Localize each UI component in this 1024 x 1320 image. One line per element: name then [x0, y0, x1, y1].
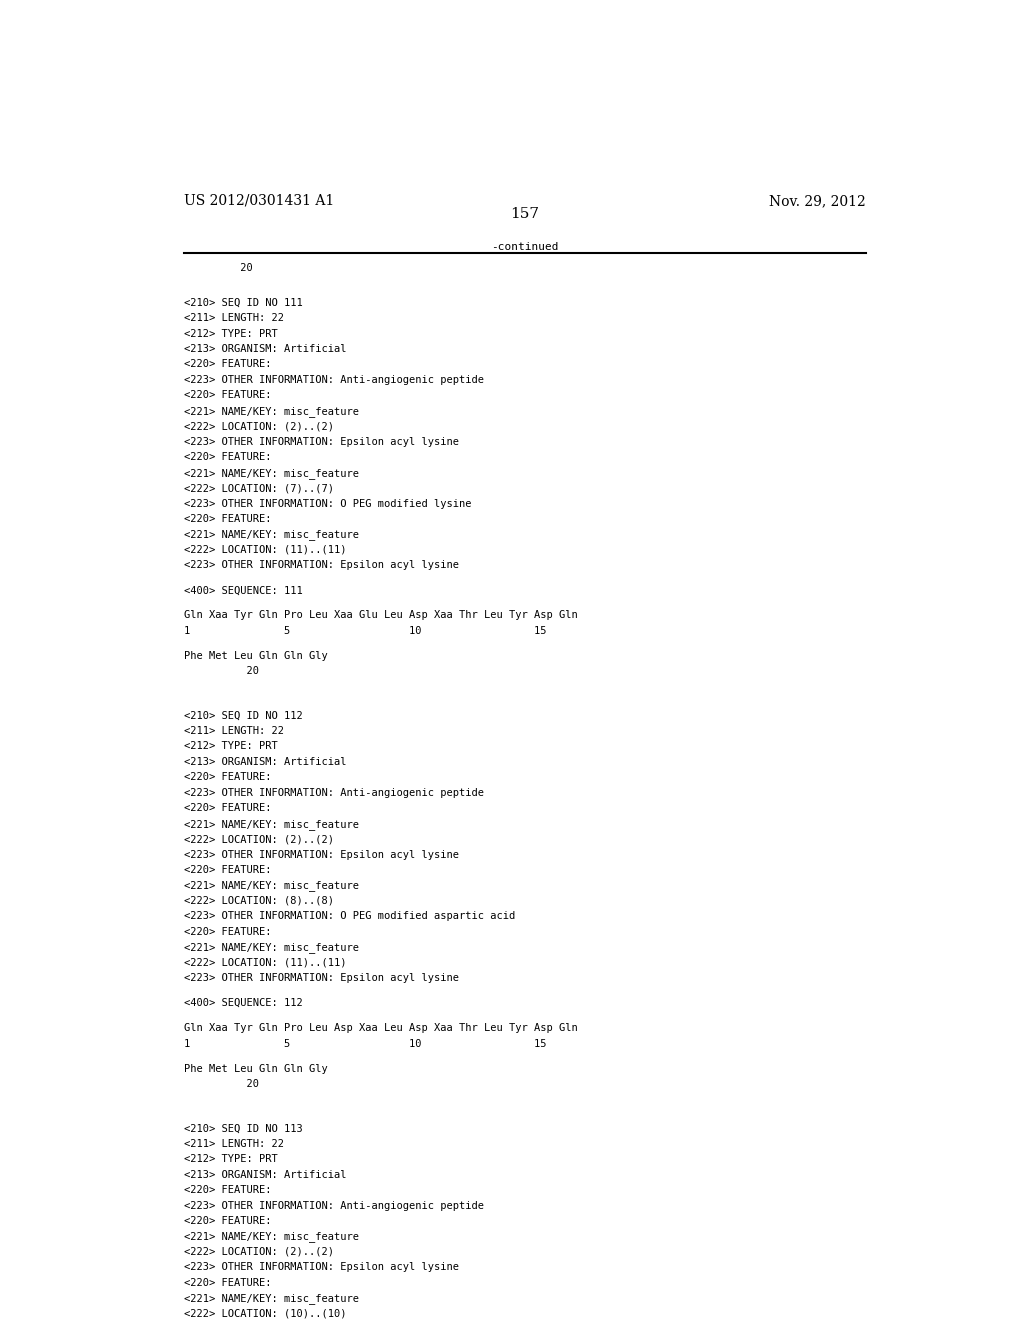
Text: <222> LOCATION: (8)..(8): <222> LOCATION: (8)..(8) — [183, 896, 334, 906]
Text: <213> ORGANISM: Artificial: <213> ORGANISM: Artificial — [183, 1170, 346, 1180]
Text: <221> NAME/KEY: misc_feature: <221> NAME/KEY: misc_feature — [183, 942, 358, 953]
Text: <220> FEATURE:: <220> FEATURE: — [183, 865, 271, 875]
Text: <213> ORGANISM: Artificial: <213> ORGANISM: Artificial — [183, 345, 346, 354]
Text: <221> NAME/KEY: misc_feature: <221> NAME/KEY: misc_feature — [183, 529, 358, 540]
Text: <222> LOCATION: (2)..(2): <222> LOCATION: (2)..(2) — [183, 421, 334, 432]
Text: <210> SEQ ID NO 112: <210> SEQ ID NO 112 — [183, 710, 302, 721]
Text: Gln Xaa Tyr Gln Pro Leu Asp Xaa Leu Asp Xaa Thr Leu Tyr Asp Gln: Gln Xaa Tyr Gln Pro Leu Asp Xaa Leu Asp … — [183, 1023, 578, 1034]
Text: Phe Met Leu Gln Gln Gly: Phe Met Leu Gln Gln Gly — [183, 1064, 328, 1073]
Text: <211> LENGTH: 22: <211> LENGTH: 22 — [183, 1139, 284, 1148]
Text: <220> FEATURE:: <220> FEATURE: — [183, 927, 271, 937]
Text: -continued: -continued — [492, 242, 558, 252]
Text: <213> ORGANISM: Artificial: <213> ORGANISM: Artificial — [183, 756, 346, 767]
Text: <221> NAME/KEY: misc_feature: <221> NAME/KEY: misc_feature — [183, 1232, 358, 1242]
Text: <223> OTHER INFORMATION: Epsilon acyl lysine: <223> OTHER INFORMATION: Epsilon acyl ly… — [183, 973, 459, 983]
Text: <221> NAME/KEY: misc_feature: <221> NAME/KEY: misc_feature — [183, 467, 358, 479]
Text: <221> NAME/KEY: misc_feature: <221> NAME/KEY: misc_feature — [183, 880, 358, 891]
Text: Nov. 29, 2012: Nov. 29, 2012 — [769, 194, 866, 209]
Text: 20: 20 — [183, 263, 252, 273]
Text: <220> FEATURE:: <220> FEATURE: — [183, 1278, 271, 1288]
Text: <223> OTHER INFORMATION: Epsilon acyl lysine: <223> OTHER INFORMATION: Epsilon acyl ly… — [183, 560, 459, 570]
Text: 20: 20 — [183, 667, 258, 676]
Text: 1               5                   10                  15: 1 5 10 15 — [183, 626, 546, 636]
Text: <223> OTHER INFORMATION: Anti-angiogenic peptide: <223> OTHER INFORMATION: Anti-angiogenic… — [183, 1201, 483, 1210]
Text: <222> LOCATION: (11)..(11): <222> LOCATION: (11)..(11) — [183, 958, 346, 968]
Text: <400> SEQUENCE: 112: <400> SEQUENCE: 112 — [183, 998, 302, 1008]
Text: <210> SEQ ID NO 111: <210> SEQ ID NO 111 — [183, 298, 302, 308]
Text: <223> OTHER INFORMATION: Epsilon acyl lysine: <223> OTHER INFORMATION: Epsilon acyl ly… — [183, 437, 459, 446]
Text: <220> FEATURE:: <220> FEATURE: — [183, 359, 271, 370]
Text: <223> OTHER INFORMATION: O PEG modified aspartic acid: <223> OTHER INFORMATION: O PEG modified … — [183, 911, 515, 921]
Text: <400> SEQUENCE: 111: <400> SEQUENCE: 111 — [183, 585, 302, 595]
Text: <221> NAME/KEY: misc_feature: <221> NAME/KEY: misc_feature — [183, 405, 358, 417]
Text: <220> FEATURE:: <220> FEATURE: — [183, 453, 271, 462]
Text: US 2012/0301431 A1: US 2012/0301431 A1 — [183, 194, 334, 209]
Text: <220> FEATURE:: <220> FEATURE: — [183, 391, 271, 400]
Text: <223> OTHER INFORMATION: O PEG modified lysine: <223> OTHER INFORMATION: O PEG modified … — [183, 499, 471, 508]
Text: <212> TYPE: PRT: <212> TYPE: PRT — [183, 742, 278, 751]
Text: <222> LOCATION: (2)..(2): <222> LOCATION: (2)..(2) — [183, 1247, 334, 1257]
Text: 157: 157 — [510, 207, 540, 222]
Text: <211> LENGTH: 22: <211> LENGTH: 22 — [183, 313, 284, 323]
Text: <220> FEATURE:: <220> FEATURE: — [183, 803, 271, 813]
Text: Gln Xaa Tyr Gln Pro Leu Xaa Glu Leu Asp Xaa Thr Leu Tyr Asp Gln: Gln Xaa Tyr Gln Pro Leu Xaa Glu Leu Asp … — [183, 610, 578, 620]
Text: <211> LENGTH: 22: <211> LENGTH: 22 — [183, 726, 284, 737]
Text: <220> FEATURE:: <220> FEATURE: — [183, 1185, 271, 1195]
Text: <223> OTHER INFORMATION: Anti-angiogenic peptide: <223> OTHER INFORMATION: Anti-angiogenic… — [183, 788, 483, 797]
Text: 1               5                   10                  15: 1 5 10 15 — [183, 1039, 546, 1048]
Text: <222> LOCATION: (10)..(10): <222> LOCATION: (10)..(10) — [183, 1308, 346, 1319]
Text: <220> FEATURE:: <220> FEATURE: — [183, 772, 271, 783]
Text: <220> FEATURE:: <220> FEATURE: — [183, 513, 271, 524]
Text: <223> OTHER INFORMATION: Epsilon acyl lysine: <223> OTHER INFORMATION: Epsilon acyl ly… — [183, 1262, 459, 1272]
Text: <223> OTHER INFORMATION: Anti-angiogenic peptide: <223> OTHER INFORMATION: Anti-angiogenic… — [183, 375, 483, 385]
Text: <221> NAME/KEY: misc_feature: <221> NAME/KEY: misc_feature — [183, 818, 358, 829]
Text: <221> NAME/KEY: misc_feature: <221> NAME/KEY: misc_feature — [183, 1294, 358, 1304]
Text: <212> TYPE: PRT: <212> TYPE: PRT — [183, 1154, 278, 1164]
Text: <222> LOCATION: (7)..(7): <222> LOCATION: (7)..(7) — [183, 483, 334, 494]
Text: <212> TYPE: PRT: <212> TYPE: PRT — [183, 329, 278, 339]
Text: <220> FEATURE:: <220> FEATURE: — [183, 1216, 271, 1226]
Text: 20: 20 — [183, 1080, 258, 1089]
Text: Phe Met Leu Gln Gln Gly: Phe Met Leu Gln Gln Gly — [183, 651, 328, 661]
Text: <222> LOCATION: (11)..(11): <222> LOCATION: (11)..(11) — [183, 545, 346, 554]
Text: <222> LOCATION: (2)..(2): <222> LOCATION: (2)..(2) — [183, 834, 334, 843]
Text: <210> SEQ ID NO 113: <210> SEQ ID NO 113 — [183, 1123, 302, 1134]
Text: <223> OTHER INFORMATION: Epsilon acyl lysine: <223> OTHER INFORMATION: Epsilon acyl ly… — [183, 850, 459, 859]
